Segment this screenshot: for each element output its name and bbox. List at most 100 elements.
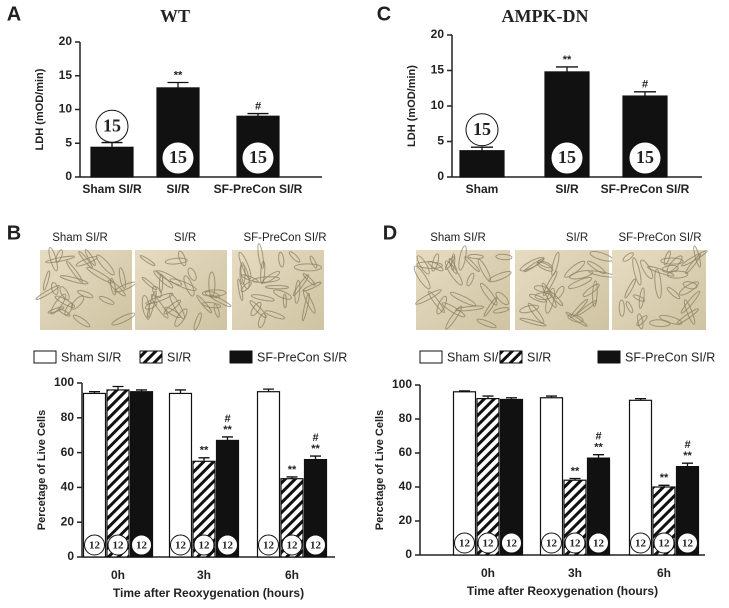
cell xyxy=(632,257,642,286)
y-tick-label: 60 xyxy=(61,445,75,459)
error-bar xyxy=(593,454,604,459)
n-label: 12 xyxy=(506,538,518,550)
cell xyxy=(118,267,126,289)
cell xyxy=(288,251,301,263)
cell xyxy=(187,267,197,281)
legend-swatch xyxy=(33,350,57,364)
y-tick-label: 5 xyxy=(437,134,444,148)
n-label: 12 xyxy=(89,540,101,552)
cell xyxy=(294,279,301,304)
n-badge xyxy=(653,532,675,554)
cell xyxy=(250,294,275,302)
n-badge xyxy=(258,534,279,556)
bar xyxy=(82,392,107,558)
error-bar xyxy=(569,477,581,481)
cell xyxy=(416,261,443,269)
cell xyxy=(693,245,702,268)
cell xyxy=(636,315,648,327)
cell xyxy=(681,250,708,267)
error-bar xyxy=(635,397,646,401)
cell xyxy=(492,307,510,314)
x-axis-label: Time after Reoxygenation (hours) xyxy=(113,586,304,600)
bar xyxy=(628,399,653,556)
cell xyxy=(98,295,115,305)
n-badge xyxy=(95,109,129,143)
cell xyxy=(676,308,699,325)
cell xyxy=(35,284,60,301)
y-axis-label: LDH (mOD/min) xyxy=(406,65,418,147)
cell xyxy=(654,268,662,299)
legend-label: SF-PreCon SI/R xyxy=(257,350,347,364)
cell xyxy=(150,294,169,319)
micrograph xyxy=(35,247,137,330)
chart-title: WT xyxy=(160,6,190,26)
y-tick-label: 0 xyxy=(65,169,72,183)
cell xyxy=(59,275,89,285)
error-bar xyxy=(286,476,298,479)
cell xyxy=(666,286,681,300)
n-badge xyxy=(241,141,275,175)
cell xyxy=(431,253,440,272)
cell xyxy=(647,265,675,277)
cell xyxy=(302,273,316,286)
error-bar xyxy=(506,397,517,400)
x-tick-label: SF-PreCon SI/R xyxy=(214,182,303,196)
x-tick-label: 6h xyxy=(657,566,671,580)
y-tick-label: 40 xyxy=(61,480,75,494)
cell xyxy=(624,278,636,299)
panel-label: C xyxy=(377,3,391,25)
cell xyxy=(264,310,286,320)
n-label: 15 xyxy=(169,147,187,167)
n-badge xyxy=(131,534,152,556)
cell xyxy=(77,289,94,299)
x-tick-label: 3h xyxy=(568,566,582,580)
cell xyxy=(528,293,547,303)
n-label: 15 xyxy=(558,147,576,167)
cell xyxy=(70,295,85,310)
cell xyxy=(146,290,157,320)
cell xyxy=(309,255,318,269)
cell xyxy=(587,260,606,275)
cell xyxy=(568,276,593,289)
n-label: 12 xyxy=(682,538,694,550)
cell xyxy=(183,275,195,297)
panel-label: A xyxy=(7,3,21,25)
n-badge xyxy=(564,532,586,554)
cell xyxy=(477,258,492,282)
cell xyxy=(302,289,316,314)
y-tick-label: 20 xyxy=(59,34,73,48)
micrograph xyxy=(413,245,513,330)
cell xyxy=(569,270,593,280)
n-badge xyxy=(501,532,522,554)
cell xyxy=(174,308,188,327)
n-badge xyxy=(305,534,326,556)
n-badge xyxy=(281,534,303,556)
cell xyxy=(50,293,67,315)
n-label: 15 xyxy=(473,119,491,139)
n-badge xyxy=(170,534,191,556)
bar xyxy=(106,389,130,558)
cell xyxy=(209,294,232,308)
x-tick-label: SF-PreCon SI/R xyxy=(601,182,690,196)
y-tick-label: 80 xyxy=(61,410,75,424)
legend-swatch xyxy=(419,350,443,364)
n-badge xyxy=(217,534,238,556)
error-bar xyxy=(658,484,670,487)
cell xyxy=(436,295,448,315)
cell xyxy=(464,256,480,273)
cell xyxy=(416,255,430,275)
n-label: 12 xyxy=(113,540,125,552)
cell xyxy=(204,291,221,299)
y-tick-label: 0 xyxy=(437,169,444,183)
image-caption: SF-PreCon SI/R xyxy=(618,232,701,244)
cell xyxy=(576,299,598,316)
y-tick-label: 0 xyxy=(67,549,74,563)
error-bar xyxy=(310,455,321,460)
error-bar xyxy=(482,395,494,399)
legend-label: Sham SI/R xyxy=(61,350,121,364)
n-badge xyxy=(550,141,584,175)
n-badge xyxy=(628,141,662,175)
cell xyxy=(458,245,467,271)
cell xyxy=(239,262,246,285)
n-label: 12 xyxy=(635,538,647,550)
